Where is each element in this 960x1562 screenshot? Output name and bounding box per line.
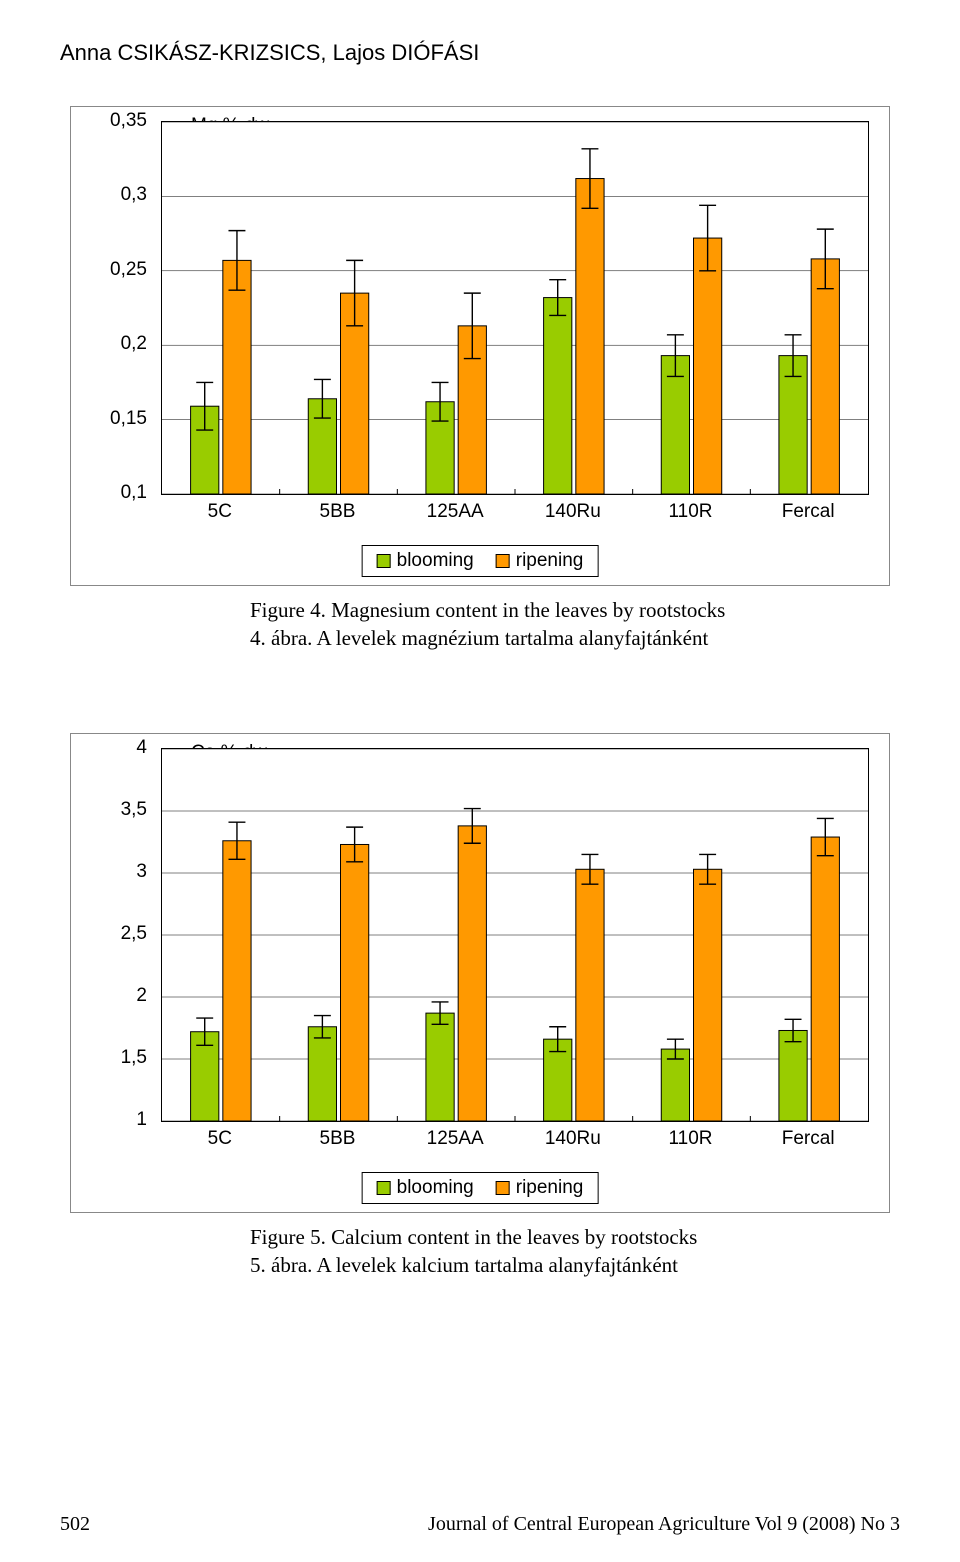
- caption-line: 5. ábra. A levelek kalcium tartalma alan…: [250, 1251, 900, 1279]
- journal-ref: Journal of Central European Agriculture …: [428, 1513, 900, 1536]
- legend-label-ripening: ripening: [516, 550, 584, 572]
- chart-ca: Ca % dw 11,522,533,54 5C5BB125AA140Ru110…: [70, 733, 890, 1213]
- legend-label-blooming: blooming: [397, 550, 474, 572]
- x-tick-label: 5C: [208, 1128, 232, 1150]
- y-tick-label: 0,2: [121, 333, 147, 355]
- ripening-swatch: [496, 1181, 510, 1195]
- blooming-swatch: [377, 1181, 391, 1195]
- footer: 502 Journal of Central European Agricult…: [60, 1513, 900, 1536]
- x-tick-label: 110R: [668, 501, 712, 523]
- caption-line: Figure 5. Calcium content in the leaves …: [250, 1223, 900, 1251]
- legend-mg: blooming ripening: [362, 545, 599, 577]
- caption-line: 4. ábra. A levelek magnézium tartalma al…: [250, 624, 900, 652]
- blooming-swatch: [377, 554, 391, 568]
- y-tick-label: 1: [136, 1109, 147, 1131]
- figure5-caption: Figure 5. Calcium content in the leaves …: [250, 1223, 900, 1280]
- y-tick-label: 0,1: [121, 482, 147, 504]
- x-tick-label: Fercal: [782, 1128, 835, 1150]
- y-tick-label: 1,5: [121, 1047, 147, 1069]
- x-tick-label: Fercal: [782, 501, 835, 523]
- legend-item-blooming: blooming: [377, 550, 474, 572]
- y-tick-label: 0,3: [121, 184, 147, 206]
- x-tick-label: 125AA: [427, 501, 484, 523]
- x-tick-label: 125AA: [427, 1128, 484, 1150]
- legend-item-ripening: ripening: [496, 550, 584, 572]
- author-line: Anna CSIKÁSZ-KRIZSICS, Lajos DIÓFÁSI: [60, 40, 900, 66]
- figure4-caption: Figure 4. Magnesium content in the leave…: [250, 596, 900, 653]
- x-tick-label: 5BB: [320, 501, 356, 523]
- x-tick-label: 140Ru: [545, 501, 601, 523]
- y-tick-label: 0,35: [110, 110, 147, 132]
- chart-mg: Mg % dw 0,10,150,20,250,30,35 5C5BB125AA…: [70, 106, 890, 586]
- x-tick-label: 5C: [208, 501, 232, 523]
- y-tick-label: 0,15: [110, 408, 147, 430]
- y-tick-label: 2,5: [121, 923, 147, 945]
- y-tick-label: 2: [136, 985, 147, 1007]
- legend-label-blooming: blooming: [397, 1177, 474, 1199]
- legend-label-ripening: ripening: [516, 1177, 584, 1199]
- ripening-swatch: [496, 554, 510, 568]
- y-tick-label: 3: [136, 861, 147, 883]
- page-number: 502: [60, 1513, 90, 1536]
- x-tick-label: 5BB: [320, 1128, 356, 1150]
- caption-line: Figure 4. Magnesium content in the leave…: [250, 596, 900, 624]
- legend-item-blooming: blooming: [377, 1177, 474, 1199]
- y-tick-label: 0,25: [110, 259, 147, 281]
- legend-item-ripening: ripening: [496, 1177, 584, 1199]
- y-tick-label: 4: [136, 737, 147, 759]
- x-tick-label: 140Ru: [545, 1128, 601, 1150]
- legend-ca: blooming ripening: [362, 1172, 599, 1204]
- x-tick-label: 110R: [668, 1128, 712, 1150]
- y-tick-label: 3,5: [121, 799, 147, 821]
